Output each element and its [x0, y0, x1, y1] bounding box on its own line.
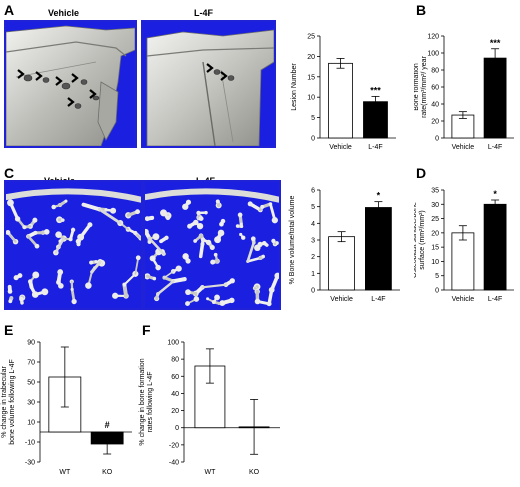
- panel-label-c: C: [4, 165, 15, 181]
- chart-b-ytick-label: 120: [427, 34, 439, 41]
- chart-c-ytick-label: 3: [311, 238, 315, 245]
- chart-d-bar-vehicle: [451, 232, 475, 291]
- chart-c-ytick-label: 4: [311, 221, 315, 228]
- chart-f-category-label: KO: [249, 469, 260, 476]
- chart-a-category-label: Vehicle: [329, 144, 352, 151]
- chart-d-significance-mark: *: [493, 189, 497, 199]
- caption-a-l4f: L-4F: [194, 8, 213, 18]
- chart-f-ytick-label: 0: [175, 425, 179, 432]
- chart-c-ytick-label: 2: [311, 254, 315, 261]
- micro-ct-image-c-vehicle: [4, 180, 143, 310]
- chart-e-ytick-label: 50: [27, 380, 35, 387]
- chart-d-ytick-label: 20: [431, 230, 439, 237]
- chart-e-trabecular-bone-volume-change: -30 -10 10 30 50 70 90 % change in trabecularbo…: [1, 340, 132, 476]
- chart-d-ytick-label: 10: [431, 259, 439, 266]
- chart-f-category-label: WT: [204, 469, 216, 476]
- chart-a-ytick-label: 5: [311, 115, 315, 122]
- chart-a-ylabel: Lesion Number: [291, 63, 298, 111]
- chart-c-ytick-label: 5: [311, 204, 315, 211]
- chart-d-category-label: Vehicle: [452, 296, 475, 303]
- chart-e-category-label: WT: [59, 469, 71, 476]
- chart-f-ytick-label: -40: [169, 460, 179, 467]
- chart-b-bone-formation-rate: 0 20 40 60 80 100 120 Bone formationrate(mm³/mm…: [414, 34, 514, 151]
- micro-ct-image-c-l4f: [143, 180, 281, 310]
- chart-e-ytick-label: 70: [27, 360, 35, 367]
- chart-e-ytick-label: 90: [27, 340, 35, 347]
- chart-d-ytick-label: 25: [431, 216, 439, 223]
- femur-lesion-render-l4f: [146, 29, 274, 146]
- chart-d-bar-l-4f: [483, 203, 507, 291]
- chart-b-ytick-label: 80: [431, 68, 439, 75]
- chart-b-category-label: L-4F: [488, 144, 502, 151]
- trabecular-network: [6, 188, 141, 305]
- chart-a-bar-vehicle: [328, 62, 353, 139]
- micro-ct-image-a-vehicle: [4, 20, 137, 148]
- chart-e-category-label: KO: [102, 469, 113, 476]
- chart-d-ytick-label: 30: [431, 202, 439, 209]
- chart-e-ytick-label: 30: [27, 400, 35, 407]
- chart-d-ytick-label: 0: [435, 288, 439, 295]
- chart-d-ytick-label: 15: [431, 245, 439, 252]
- chart-d-osteoblast-surface: 0 5 10 15 20 25 30 35 Osteoblast surface/bonesur…: [414, 188, 514, 303]
- chart-f-ytick-label: 100: [167, 340, 179, 347]
- chart-b-significance-mark: ***: [490, 38, 501, 48]
- chart-b-category-label: Vehicle: [452, 144, 475, 151]
- chart-c-bar-l-4f: [365, 207, 392, 291]
- trabecular-network: [145, 188, 279, 307]
- chart-a-lesion-number: 0 5 10 15 20 25 Lesion Number Vehicle *** L-4F: [291, 34, 396, 151]
- chart-c-bone-volume: 0 1 2 3 4 5 6 % Bone volume/total volume Vehicle…: [289, 188, 400, 303]
- chart-c-ytick-label: 1: [311, 271, 315, 278]
- chart-a-ytick-label: 10: [307, 95, 315, 102]
- chart-b-bar-l-4f: [483, 57, 507, 139]
- chart-f-ytick-label: 40: [171, 391, 179, 398]
- panel-label-f: F: [142, 322, 151, 338]
- chart-d-ytick-label: 5: [435, 273, 439, 280]
- chart-c-significance-mark: *: [377, 191, 381, 201]
- chart-e-ytick-label: -10: [25, 440, 35, 447]
- chart-d-ylabel: Osteoblast surface/bonesurface (mm²/mm²): [414, 202, 426, 278]
- chart-a-bar-l-4f: [363, 101, 388, 139]
- chart-a-category-label: L-4F: [368, 144, 382, 151]
- chart-f-ytick-label: 20: [171, 408, 179, 415]
- chart-c-bar-vehicle: [328, 236, 355, 291]
- chart-f-ytick-label: 60: [171, 374, 179, 381]
- chart-e-significance-mark: #: [105, 420, 110, 430]
- chart-b-ytick-label: 100: [427, 51, 439, 58]
- chart-b-ytick-label: 40: [431, 102, 439, 109]
- chart-e-ytick-label: -30: [25, 460, 35, 467]
- chart-b-ytick-label: 60: [431, 85, 439, 92]
- chart-f-bone-formation-rate-change: -40 -20 0 20 40 60 80 100 % change in bone forma…: [139, 340, 280, 476]
- chart-c-category-label: Vehicle: [330, 296, 353, 303]
- chart-d-category-label: L-4F: [488, 296, 502, 303]
- chart-b-ylabel: Bone formationrate(mm³/mm²/ year: [414, 55, 428, 118]
- chart-a-ytick-label: 0: [311, 136, 315, 143]
- chart-a-ytick-label: 25: [307, 34, 315, 41]
- chart-f-ytick-label: 80: [171, 357, 179, 364]
- chart-c-ylabel: % Bone volume/total volume: [289, 196, 296, 285]
- trabecular-render-l4f: [145, 188, 279, 307]
- chart-f-ylabel: % change in bone formationrates followin…: [139, 358, 154, 445]
- chart-e-ylabel: % change in trabecularbone volume follow…: [1, 359, 16, 445]
- chart-e-ytick-label: 10: [27, 420, 35, 427]
- panel-label-a: A: [4, 2, 15, 18]
- panel-label-d: D: [416, 165, 427, 181]
- chart-d-ytick-label: 35: [431, 188, 439, 195]
- chart-b-ytick-label: 0: [435, 136, 439, 143]
- chart-b-ytick-label: 20: [431, 119, 439, 126]
- caption-a-vehicle: Vehicle: [48, 8, 80, 18]
- chart-a-ytick-label: 15: [307, 74, 315, 81]
- femur-lesion-render-vehicle: [6, 25, 135, 146]
- micro-ct-image-a-l4f: [141, 20, 276, 148]
- trabecular-render-vehicle: [6, 188, 141, 305]
- chart-c-category-label: L-4F: [371, 296, 385, 303]
- chart-c-ytick-label: 0: [311, 288, 315, 295]
- panel-label-b: B: [416, 2, 427, 18]
- chart-c-ytick-label: 6: [311, 188, 315, 195]
- chart-a-ytick-label: 20: [307, 54, 315, 61]
- panel-label-e: E: [4, 322, 14, 338]
- chart-a-significance-mark: ***: [370, 85, 381, 95]
- chart-f-ytick-label: -20: [169, 442, 179, 449]
